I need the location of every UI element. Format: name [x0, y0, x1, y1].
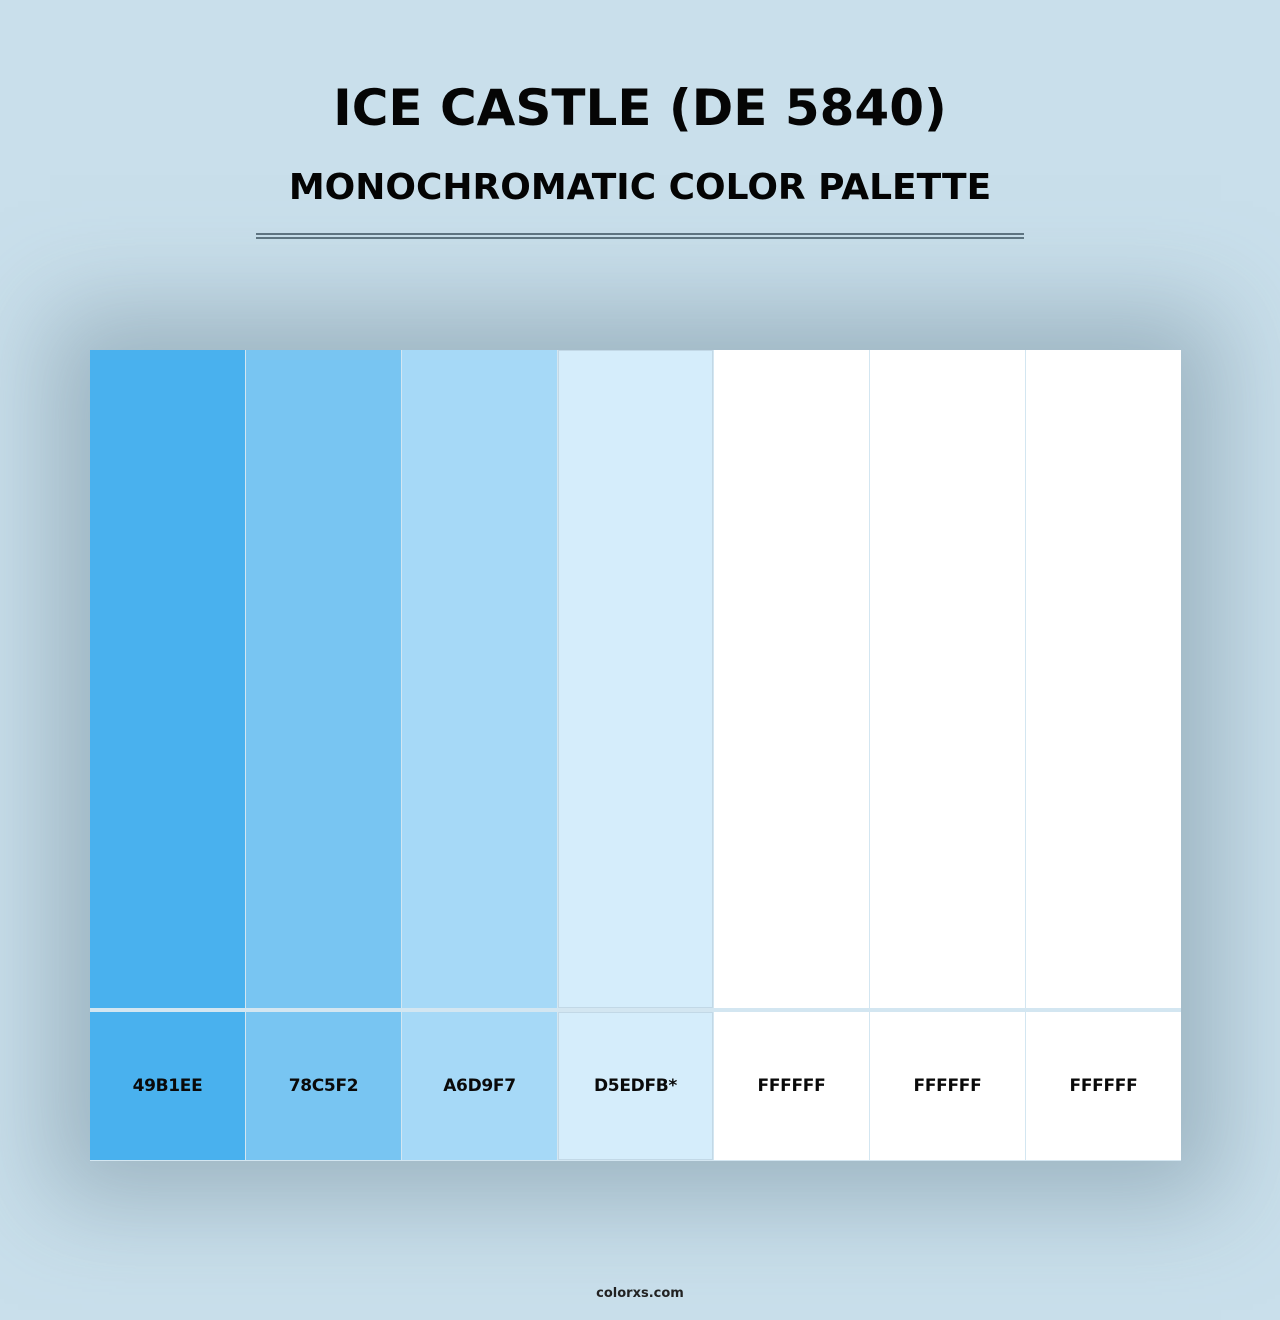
color-label-box: FFFFFF [714, 1012, 869, 1160]
hex-label: D5EDFB* [593, 1076, 678, 1096]
site-footer-link[interactable]: colorxs.com [596, 1286, 684, 1301]
color-swatch[interactable] [870, 350, 1025, 1008]
palette-column-7: FFFFFF [1026, 350, 1181, 1161]
palette-column-2: 78C5F2 [246, 350, 401, 1161]
color-swatch[interactable] [1026, 350, 1181, 1008]
color-label-box: A6D9F7 [402, 1012, 557, 1160]
palette-column-4: D5EDFB* [558, 350, 713, 1161]
color-palette: 49B1EE 78C5F2 A6D9F7 D5EDFB* FFFFFF FFFF… [90, 350, 1181, 1161]
hex-label: 78C5F2 [288, 1076, 359, 1096]
color-label-box: D5EDFB* [558, 1012, 713, 1160]
color-label-box: 49B1EE [90, 1012, 245, 1160]
color-label-box: 78C5F2 [246, 1012, 401, 1160]
color-swatch[interactable] [246, 350, 401, 1008]
color-swatch[interactable] [90, 350, 245, 1008]
color-swatch[interactable] [402, 350, 557, 1008]
hex-label: A6D9F7 [443, 1076, 516, 1096]
page-title: ICE CASTLE (DE 5840) [333, 79, 947, 137]
hex-label: 49B1EE [132, 1076, 203, 1096]
palette-column-1: 49B1EE [90, 350, 245, 1161]
page-subtitle: MONOCHROMATIC COLOR PALETTE [288, 167, 992, 208]
title-divider [256, 233, 1024, 239]
color-swatch[interactable] [714, 350, 869, 1008]
color-label-box: FFFFFF [870, 1012, 1025, 1160]
palette-column-6: FFFFFF [870, 350, 1025, 1161]
hex-label: FFFFFF [757, 1076, 826, 1096]
color-label-box: FFFFFF [1026, 1012, 1181, 1160]
hex-label: FFFFFF [913, 1076, 982, 1096]
palette-column-3: A6D9F7 [402, 350, 557, 1161]
color-swatch[interactable] [558, 350, 713, 1008]
hex-label: FFFFFF [1069, 1076, 1138, 1096]
palette-column-5: FFFFFF [714, 350, 869, 1161]
